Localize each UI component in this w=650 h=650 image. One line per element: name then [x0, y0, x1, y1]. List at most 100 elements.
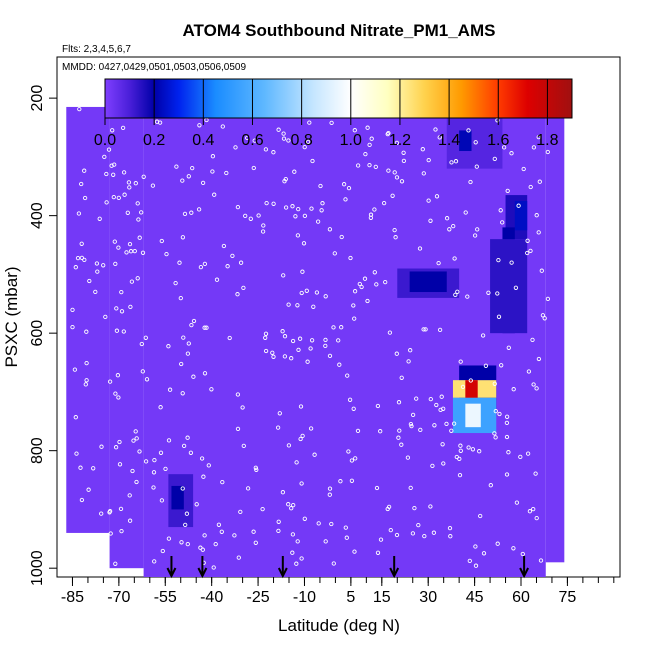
sample-dot [256, 213, 261, 218]
sample-dot [151, 470, 157, 475]
sample-dot [387, 330, 393, 335]
sample-dot [93, 289, 98, 295]
sample-dot [113, 391, 118, 396]
sample-dot [426, 198, 431, 203]
sample-dot [157, 120, 163, 125]
colorbar-tick-label: 1.8 [536, 132, 558, 149]
sample-dot [108, 531, 113, 536]
sample-dot [545, 149, 550, 155]
sample-dot [95, 269, 100, 274]
sample-dot [299, 290, 304, 296]
sample-dot [235, 426, 241, 432]
sample-dot [104, 171, 109, 177]
heat-cell-1 [459, 130, 472, 152]
sample-dot [323, 539, 328, 544]
sample-dot [101, 263, 106, 268]
sample-dot [107, 510, 112, 515]
sample-dot [468, 179, 473, 185]
sample-dot [177, 260, 182, 265]
colorbar-tick-label: 1.4 [438, 132, 460, 149]
sample-dot [295, 303, 300, 308]
sample-dot [91, 466, 96, 471]
sample-dot [420, 147, 425, 152]
sample-dot [421, 327, 426, 332]
sample-dot [102, 154, 107, 160]
colorbar-gradient [104, 78, 573, 119]
sample-dot [251, 165, 256, 171]
sample-dot [140, 250, 146, 255]
sample-dot [373, 164, 378, 170]
sample-dot [94, 261, 100, 266]
sample-dot [270, 350, 275, 355]
sample-dot [294, 460, 299, 465]
sample-dot [434, 194, 440, 199]
sample-dot [131, 438, 136, 443]
sample-dot [302, 516, 307, 521]
flights-note: Flts: 2,3,4,5,6,7 [62, 44, 131, 55]
sample-dot [116, 245, 121, 250]
sample-dot [528, 184, 533, 190]
x-tick-label: 30 [419, 589, 437, 606]
sample-dot [220, 479, 225, 485]
sample-dot [73, 265, 78, 270]
sample-dot [323, 343, 328, 349]
sample-dot [323, 337, 328, 343]
sample-dot [117, 439, 122, 445]
sample-dot [225, 264, 230, 269]
sample-dot [150, 183, 156, 188]
sample-dot [132, 248, 137, 254]
sample-dot [134, 436, 139, 441]
sample-dot [184, 511, 190, 516]
sample-dot [536, 134, 541, 140]
sample-dot [408, 421, 414, 427]
sample-dot [352, 549, 357, 554]
sample-dot [511, 546, 516, 551]
colorbar-tick-label: 0.0 [94, 132, 116, 149]
sample-dot [457, 472, 463, 478]
sample-dot [477, 449, 482, 454]
sample-dot [84, 360, 89, 366]
sample-dot [186, 174, 191, 179]
sample-dot [441, 461, 446, 466]
sample-dot [534, 213, 539, 218]
sample-dot [434, 402, 439, 408]
y-axis: 200 400 600 800 1000 [29, 85, 57, 586]
sample-dot [533, 471, 538, 476]
sample-dot [83, 382, 88, 387]
sample-dot [513, 285, 519, 290]
sample-dot [475, 227, 480, 232]
sample-dot [173, 280, 178, 286]
y-tick-label: 1000 [29, 550, 46, 586]
sample-dot [345, 373, 350, 378]
sample-dot [486, 290, 491, 295]
sample-dot [504, 420, 510, 426]
sample-dot [378, 429, 383, 434]
sample-dot [399, 375, 404, 380]
sample-dot [210, 169, 215, 174]
sample-dot [493, 435, 498, 440]
sample-dot [470, 447, 476, 452]
sample-dot [537, 179, 542, 184]
sample-dot [70, 324, 75, 330]
sample-dot [127, 493, 132, 498]
sample-dot [405, 455, 411, 460]
sample-dot [318, 183, 323, 189]
sample-dot [118, 506, 124, 512]
x-tick-label: 60 [512, 589, 530, 606]
sample-dot [280, 490, 286, 495]
sample-dot [281, 273, 286, 278]
sample-dot [495, 541, 500, 546]
sample-dot [327, 492, 332, 497]
sample-dot [140, 369, 145, 374]
sample-dot [139, 210, 144, 215]
heat-cell-5 [490, 239, 528, 334]
sample-dot [344, 535, 349, 540]
sample-dot [394, 140, 400, 146]
sample-dot [416, 522, 421, 528]
sample-dot [501, 145, 507, 150]
sample-dot [506, 345, 511, 350]
sample-dot [232, 533, 237, 538]
sample-dot [500, 220, 505, 225]
sample-dot [437, 327, 443, 333]
sample-dot [136, 217, 141, 222]
